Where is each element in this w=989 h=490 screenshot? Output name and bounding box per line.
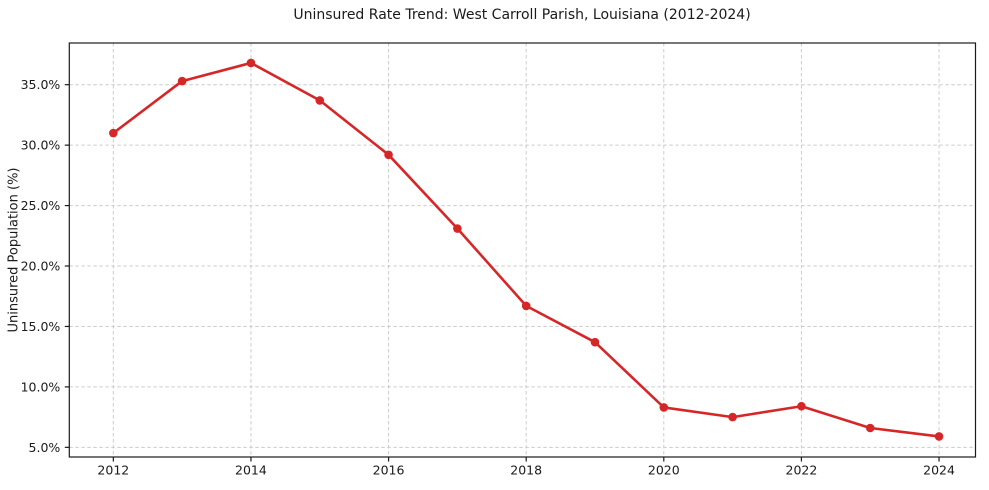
data-point-marker (590, 337, 600, 347)
y-tick-label: 15.0% (21, 319, 61, 334)
x-tick-label: 2022 (786, 463, 818, 478)
x-tick-label: 2024 (923, 463, 955, 478)
data-point-marker (521, 301, 531, 311)
data-point-marker (659, 403, 669, 412)
y-tick-label: 10.0% (21, 379, 61, 394)
x-tick-label: 2012 (97, 463, 129, 478)
x-tick-label: 2014 (235, 463, 267, 478)
chart-title: Uninsured Rate Trend: West Carroll Paris… (293, 7, 751, 23)
y-tick-label: 25.0% (21, 198, 61, 213)
data-point-marker (384, 150, 393, 160)
x-tick-label: 2016 (373, 463, 405, 478)
data-point-marker (246, 58, 256, 68)
data-point-marker (728, 412, 737, 422)
y-tick-label: 30.0% (21, 138, 61, 153)
x-tick-label: 2020 (648, 463, 680, 478)
data-point-marker (453, 224, 462, 233)
data-point-marker (177, 76, 187, 86)
data-point-marker (865, 423, 875, 433)
x-tick-label: 2018 (510, 463, 542, 478)
data-point-marker (934, 432, 944, 441)
axes-spines (68, 42, 977, 458)
y-tick-label: 35.0% (21, 77, 61, 92)
y-tick-label: 5.0% (29, 440, 61, 455)
data-point-marker (797, 401, 806, 411)
y-tick-label: 20.0% (21, 259, 61, 274)
data-point-marker (315, 96, 325, 105)
data-point-marker (109, 128, 118, 138)
